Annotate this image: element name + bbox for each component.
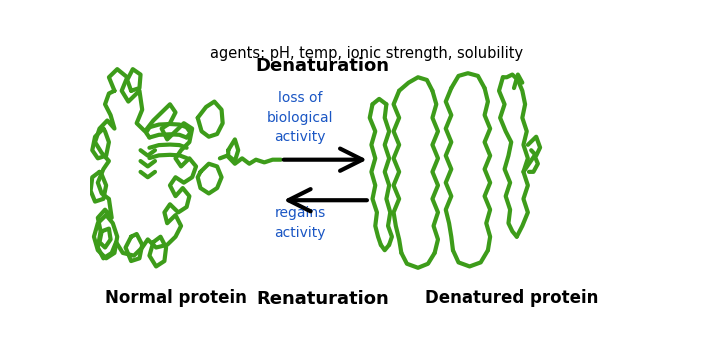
Text: agents: pH, temp, ionic strength, solubility: agents: pH, temp, ionic strength, solubi… <box>211 46 523 61</box>
Text: Renaturation: Renaturation <box>256 290 389 308</box>
Text: loss of
biological
activity: loss of biological activity <box>267 91 334 144</box>
Text: Denatured protein: Denatured protein <box>425 289 598 307</box>
Text: regains
activity: regains activity <box>275 206 326 240</box>
Text: Denaturation: Denaturation <box>256 58 390 75</box>
Text: Normal protein: Normal protein <box>105 289 246 307</box>
